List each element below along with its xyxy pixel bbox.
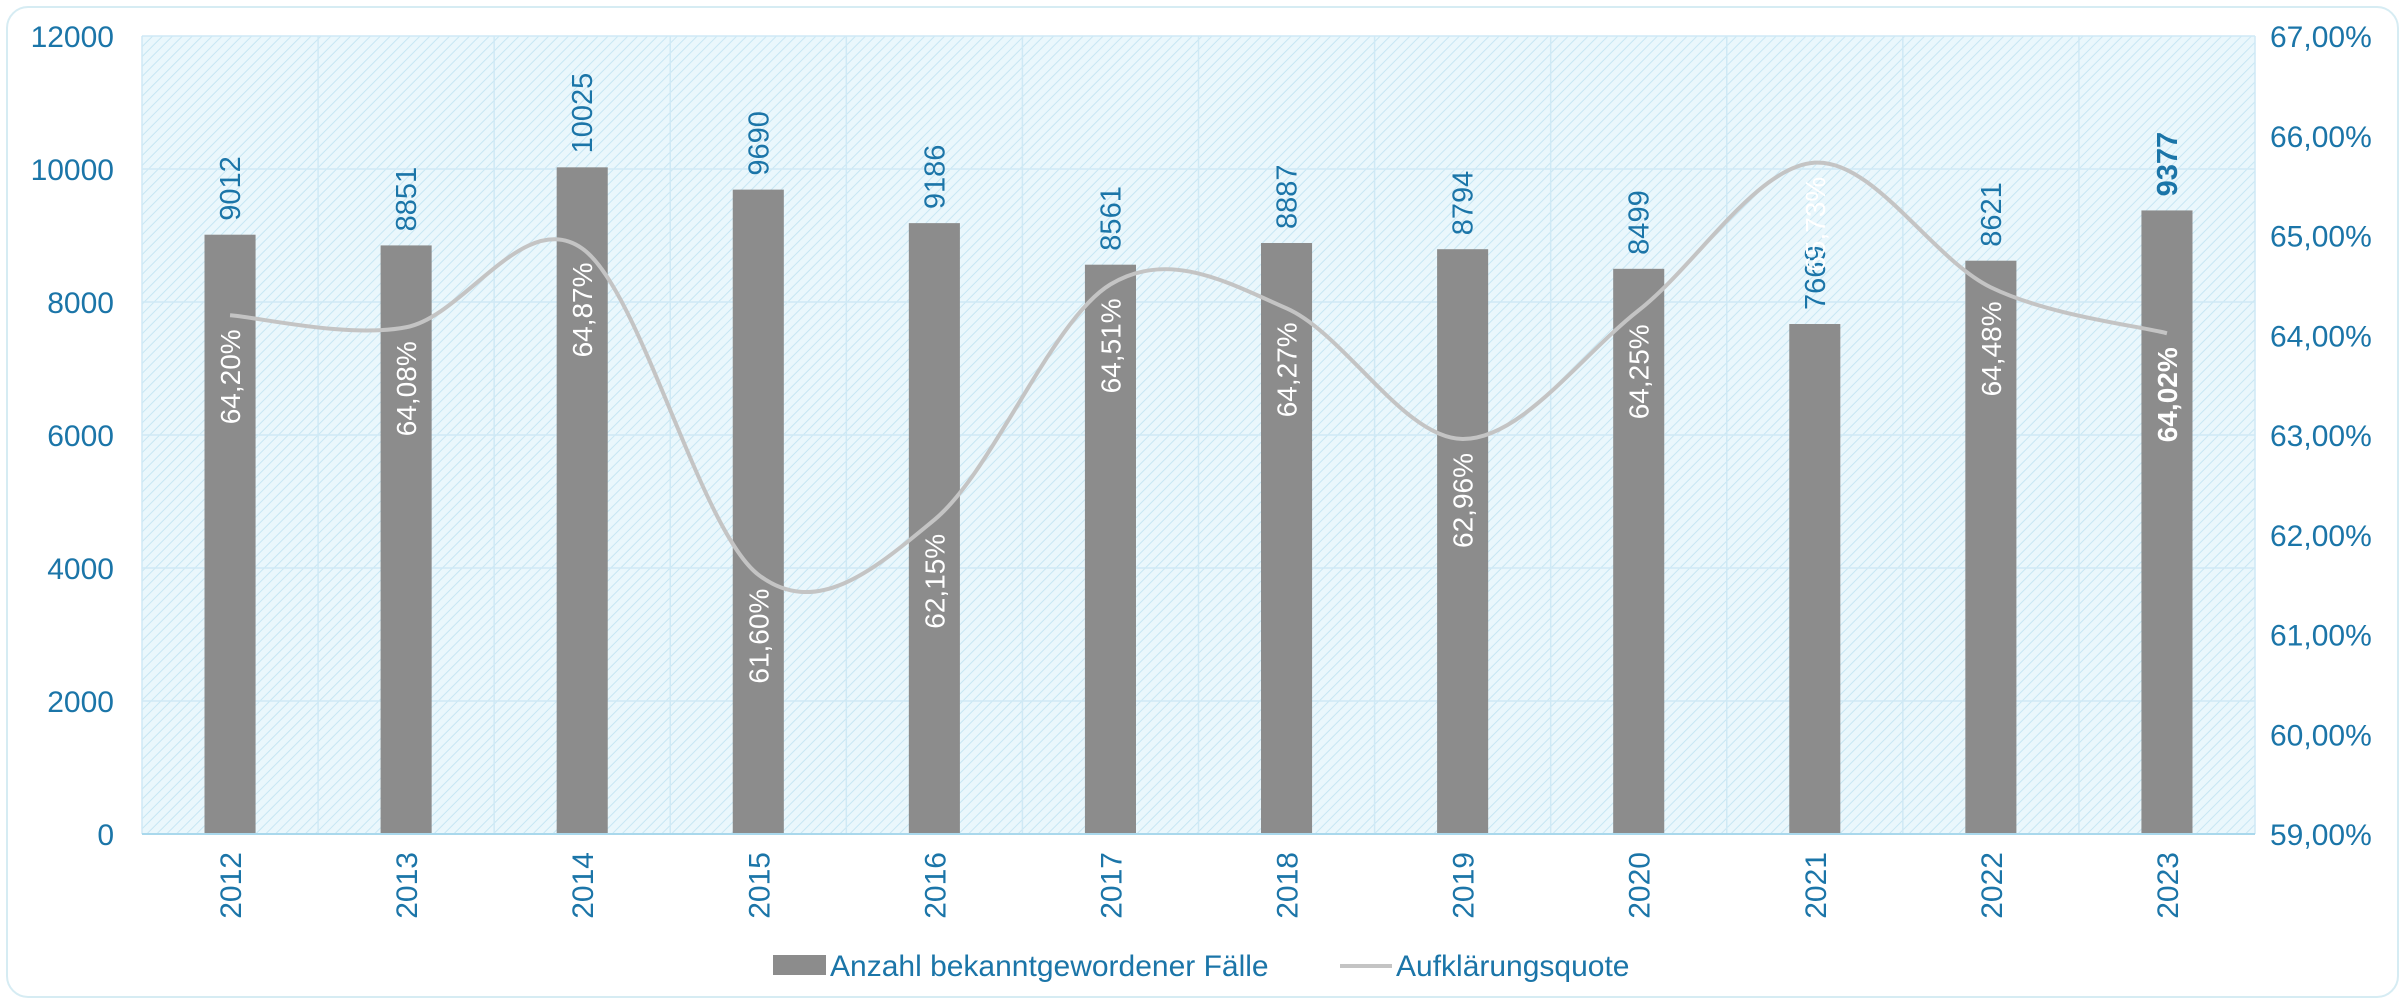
x-tick-label: 2015: [743, 852, 776, 919]
left-tick-label: 8000: [47, 287, 114, 320]
right-tick-label: 63,00%: [2270, 420, 2372, 453]
rate-line: [229, 160, 2168, 594]
rate-value-label: 61,60%: [743, 589, 774, 684]
x-tick-label: 2021: [1800, 852, 1833, 919]
x-tick-label: 2022: [1976, 852, 2009, 919]
legend-bar-label: Anzahl bekanntgewordener Fälle: [830, 950, 1269, 983]
bar-series: [204, 167, 2193, 835]
bar: [380, 245, 432, 834]
right-tick-label: 61,00%: [2270, 620, 2372, 653]
rate-value-label: 64,08%: [391, 341, 422, 436]
bar-value-label: 8851: [391, 167, 423, 232]
x-tick-label: 2019: [1448, 852, 1481, 919]
bar: [204, 234, 256, 834]
bar-value-label: 9186: [919, 145, 951, 210]
bar-value-label: 10025: [567, 73, 599, 154]
bar: [1437, 249, 1489, 835]
left-tick-label: 2000: [47, 686, 114, 719]
bar: [1965, 260, 2017, 834]
rate-value-label: 64,51%: [1095, 298, 1126, 393]
right-tick-label: 65,00%: [2270, 221, 2372, 254]
left-tick-label: 0: [97, 819, 114, 852]
legend: Anzahl bekanntgewordener Fälle Aufklärun…: [773, 950, 1630, 983]
left-tick-label: 10000: [31, 154, 114, 187]
left-axis: 0 2000 4000 6000 8000 10000 12000: [31, 21, 114, 852]
rate-value-label: 64,20%: [215, 329, 246, 424]
bar: [908, 223, 960, 835]
bar-value-label: 9012: [215, 156, 247, 221]
bar-value-label: 8621: [1976, 182, 2008, 247]
x-tick-label: 2014: [567, 852, 600, 919]
x-axis: 2012 2013 2014 2015 2016 2017 2018 2019 2020 2021…: [142, 833, 2255, 919]
x-tick-label: 2023: [2152, 852, 2185, 919]
bar-value-label: 8561: [1095, 186, 1127, 251]
bar: [732, 189, 784, 835]
rate-value-label: 64,27%: [1272, 322, 1303, 417]
right-tick-label: 66,00%: [2270, 121, 2372, 154]
right-tick-label: 62,00%: [2270, 520, 2372, 553]
bar-value-labels: 9012 8851 10025 9690 9186 8561 8887 8794 8499 766…: [215, 73, 2184, 310]
left-tick-label: 6000: [47, 420, 114, 453]
bar-value-label: 8794: [1448, 171, 1480, 236]
left-tick-label: 4000: [47, 553, 114, 586]
rate-value-label: 64,25%: [1624, 324, 1655, 419]
bar-value-label: 8887: [1272, 164, 1304, 229]
bar: [1789, 324, 1841, 834]
right-tick-label: 64,00%: [2270, 320, 2372, 353]
right-tick-label: 60,00%: [2270, 719, 2372, 752]
x-tick-label: 2018: [1272, 852, 1305, 919]
x-tick-label: 2017: [1095, 852, 1128, 919]
x-tick-label: 2016: [919, 852, 952, 919]
rate-value-label: 64,02%: [2152, 347, 2183, 442]
rate-value-label: 62,15%: [919, 534, 950, 629]
bar-value-label: 9377: [2152, 132, 2184, 197]
bar: [1613, 268, 1665, 834]
rate-value-label: 62,96%: [1448, 453, 1479, 548]
legend-line-label: Aufklärungsquote: [1396, 950, 1630, 983]
right-tick-label: 67,00%: [2270, 21, 2372, 54]
legend-bar-swatch: [773, 955, 826, 975]
bar: [1261, 243, 1313, 834]
right-axis: 59,00% 60,00% 61,00% 62,00% 63,00% 64,00% 65,0…: [2270, 21, 2372, 852]
bar-value-label: 7669: [1800, 245, 1832, 310]
right-tick-label: 59,00%: [2270, 819, 2372, 852]
rate-value-label: 65,73%: [1800, 177, 1831, 272]
rate-value-labels: 64,20% 64,08% 64,87% 61,60% 62,15% 64,51% 64,2…: [215, 177, 2183, 684]
bar-value-label: 9690: [743, 111, 775, 176]
bar-value-label: 8499: [1624, 190, 1656, 255]
bar: [556, 167, 608, 834]
x-tick-label: 2012: [215, 852, 248, 919]
rate-value-label: 64,48%: [1976, 301, 2007, 396]
bar: [1084, 264, 1136, 835]
rate-value-label: 64,87%: [567, 262, 598, 357]
bar: [2141, 210, 2193, 834]
x-tick-label: 2013: [391, 852, 424, 919]
x-tick-label: 2020: [1624, 852, 1657, 919]
left-tick-label: 12000: [31, 21, 114, 54]
